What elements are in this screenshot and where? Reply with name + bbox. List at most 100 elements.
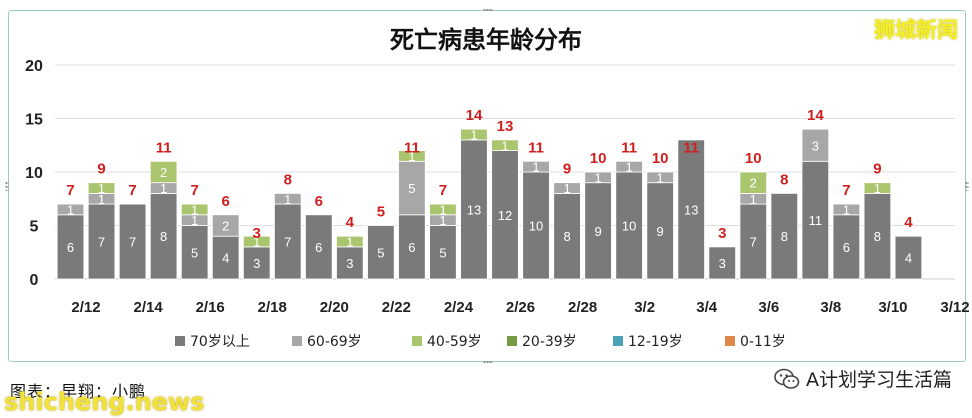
x-tick-label: 2/12 [71, 299, 100, 316]
segment-label: 1 [626, 160, 633, 175]
segment-label: 1 [563, 181, 570, 196]
segment-label: 1 [874, 181, 881, 196]
bar-segment [398, 160, 426, 216]
segment-label: 12 [498, 208, 512, 223]
resize-handle-left[interactable] [5, 181, 9, 191]
x-tick-label: 2/28 [568, 299, 597, 316]
bar-segment [149, 160, 178, 184]
segment-label: 10 [622, 219, 636, 234]
x-tick-label: 2/16 [196, 299, 225, 316]
bar-segment [398, 150, 426, 162]
total-label: 9 [97, 161, 105, 178]
bar-segment [180, 225, 209, 280]
bar-segment [863, 192, 892, 280]
y-tick-label: 0 [30, 272, 39, 289]
total-label: 7 [66, 182, 74, 199]
segment-label: 1 [439, 213, 446, 228]
segment-label: 1 [160, 181, 167, 196]
segment-label: 4 [905, 251, 912, 266]
y-tick-label: 15 [25, 112, 43, 129]
segment-label: 3 [812, 138, 819, 153]
segment-label: 9 [594, 224, 601, 239]
segment-label: 1 [594, 170, 601, 185]
segment-label: 5 [377, 245, 384, 260]
bar-segment [211, 214, 240, 237]
segment-label: 1 [843, 202, 850, 217]
resize-handle-top[interactable] [483, 8, 493, 12]
segment-label: 6 [843, 240, 850, 255]
total-label: 11 [683, 139, 699, 156]
total-label: 11 [621, 139, 637, 156]
segment-label: 8 [874, 229, 881, 244]
legend-swatch [507, 336, 517, 346]
segment-label: 5 [439, 245, 446, 260]
chart-title: 死亡病患年龄分布 [390, 26, 582, 54]
segment-label: 4 [222, 251, 229, 266]
wechat-icon [774, 368, 800, 389]
bar-segment [367, 225, 395, 280]
bar-segment [336, 246, 364, 280]
x-tick-label: 2/14 [134, 299, 164, 316]
x-tick-label: 2/26 [506, 299, 535, 316]
segment-label: 7 [750, 235, 757, 250]
resize-handle-right[interactable] [965, 181, 969, 191]
bar-segment [708, 246, 736, 280]
total-label: 5 [377, 204, 385, 221]
x-tick-label: 3/12 [940, 299, 969, 316]
x-tick-label: 2/18 [258, 299, 287, 316]
x-tick-label: 2/22 [382, 299, 411, 316]
bar-segment [56, 203, 85, 216]
bar-segment [56, 214, 85, 280]
bar-segment [211, 235, 240, 280]
y-tick-label: 20 [25, 58, 43, 75]
segment-label: 2 [750, 176, 757, 191]
total-label: 3 [718, 225, 726, 242]
total-label: 11 [528, 139, 544, 156]
legend-label: 70岁以上 [190, 334, 250, 350]
total-label: 11 [404, 139, 420, 156]
bar-segment [553, 192, 581, 280]
bar-segment [553, 182, 581, 194]
segment-label: 5 [408, 181, 415, 196]
legend-label: 0-11岁 [740, 334, 786, 350]
segment-label: 3 [719, 256, 726, 271]
segment-label: 1 [346, 235, 353, 250]
total-label: 8 [780, 171, 788, 188]
total-label: 14 [807, 107, 824, 124]
resize-handle-bottom[interactable] [483, 360, 493, 364]
bar-segment [242, 246, 271, 280]
bar-segment [522, 160, 550, 173]
total-label: 6 [315, 193, 323, 210]
bar-segment [242, 235, 271, 248]
total-label: 7 [190, 182, 198, 199]
bar-segment [460, 128, 488, 141]
bar-segment [274, 192, 302, 205]
segment-label: 9 [657, 224, 664, 239]
x-tick-label: 3/10 [878, 299, 907, 316]
bar-segment [770, 192, 799, 280]
segment-label: 1 [750, 192, 757, 207]
legend-label: 20-39岁 [522, 334, 577, 350]
total-label: 4 [346, 214, 355, 231]
account-label[interactable]: A计划学习生活篇 [774, 365, 952, 392]
bar-segment [522, 171, 550, 280]
account-name: A计划学习生活篇 [806, 369, 952, 391]
bar-segment [615, 160, 643, 173]
bar-segment [429, 203, 457, 216]
x-tick-label: 2/20 [320, 299, 349, 316]
segment-label: 7 [284, 235, 291, 250]
x-tick-label: 3/6 [758, 299, 779, 316]
segment-label: 11 [809, 213, 823, 228]
total-label: 11 [156, 139, 172, 156]
segment-label: 1 [98, 181, 105, 196]
segment-label: 1 [532, 160, 539, 175]
total-label: 4 [904, 214, 913, 231]
total-label: 9 [873, 161, 881, 178]
segment-label: 1 [470, 128, 477, 143]
bar-segment [149, 192, 178, 280]
total-label: 3 [253, 225, 261, 242]
bar-segment [739, 171, 768, 194]
x-tick-label: 3/2 [634, 299, 655, 316]
segment-label: 1 [408, 149, 415, 164]
